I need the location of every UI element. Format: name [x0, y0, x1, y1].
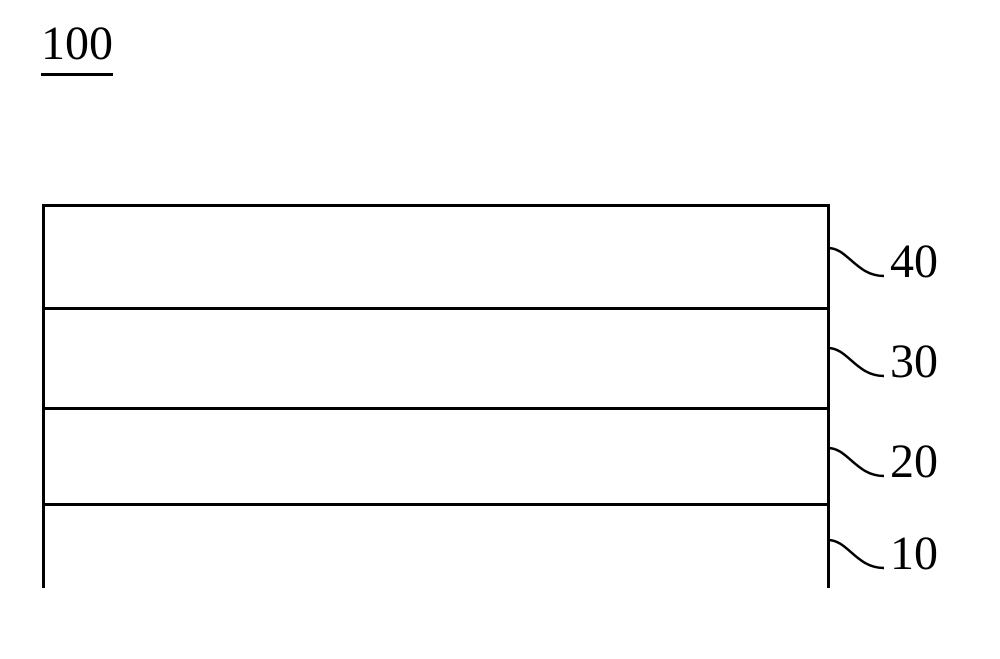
- layer-20: [45, 407, 827, 503]
- callout-40: 40: [826, 234, 938, 289]
- callout-30: 30: [826, 334, 938, 389]
- layer-30: [45, 307, 827, 407]
- leader-line-icon: [826, 442, 886, 482]
- layer-stack: [42, 204, 830, 588]
- figure-reference-label: 100: [41, 18, 113, 76]
- layer-10: [45, 503, 827, 591]
- layer-40: [45, 207, 827, 307]
- leader-line-icon: [826, 534, 886, 574]
- callout-label: 20: [890, 434, 938, 489]
- callout-label: 30: [890, 334, 938, 389]
- callout-20: 20: [826, 434, 938, 489]
- leader-line-icon: [826, 342, 886, 382]
- callout-10: 10: [826, 526, 938, 581]
- leader-line-icon: [826, 242, 886, 282]
- callout-label: 10: [890, 526, 938, 581]
- callout-label: 40: [890, 234, 938, 289]
